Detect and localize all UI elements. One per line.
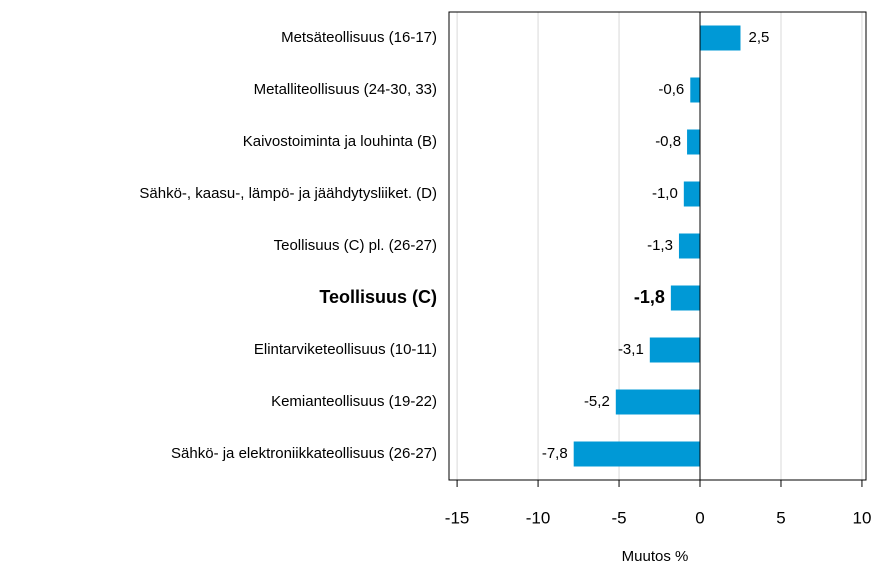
y-tick-label: Kaivostoiminta ja louhinta (B)	[243, 133, 437, 150]
bar	[678, 233, 701, 259]
bar	[700, 25, 741, 51]
y-tick-label: Sähkö-, kaasu-, lämpö- ja jäähdytysliike…	[139, 185, 437, 202]
x-tick-label: -15	[445, 508, 470, 527]
x-tick-label: 10	[852, 508, 871, 527]
y-tick-label: Metalliteollisuus (24-30, 33)	[254, 81, 437, 98]
value-label: -1,8	[634, 287, 665, 307]
value-label: -7,8	[542, 445, 568, 462]
x-axis-title: Muutos %	[622, 548, 689, 565]
value-label: -1,3	[647, 237, 673, 254]
bar	[670, 285, 701, 311]
bar	[690, 77, 701, 103]
bar	[683, 181, 701, 207]
y-tick-label: Kemianteollisuus (19-22)	[271, 393, 437, 410]
plot-border	[448, 11, 867, 481]
x-tick-label: 5	[776, 508, 785, 527]
value-label: -3,1	[618, 341, 644, 358]
value-label: 2,5	[748, 29, 769, 46]
bar	[615, 389, 701, 415]
x-tick-label: -10	[526, 508, 551, 527]
y-tick-label: Teollisuus (C) pl. (26-27)	[274, 237, 437, 254]
y-tick-label: Sähkö- ja elektroniikkateollisuus (26-27…	[171, 445, 437, 462]
y-tick-label: Teollisuus (C)	[319, 287, 437, 307]
x-tick-label: -5	[611, 508, 626, 527]
bar	[573, 441, 701, 467]
x-tick-label: 0	[695, 508, 704, 527]
y-tick-label: Metsäteollisuus (16-17)	[281, 29, 437, 46]
value-label: -5,2	[584, 393, 610, 410]
bar	[649, 337, 701, 363]
value-label: -0,6	[658, 81, 684, 98]
y-tick-label: Elintarviketeollisuus (10-11)	[254, 341, 437, 358]
value-label: -1,0	[652, 185, 678, 202]
bar	[687, 129, 701, 155]
value-label: -0,8	[655, 133, 681, 150]
